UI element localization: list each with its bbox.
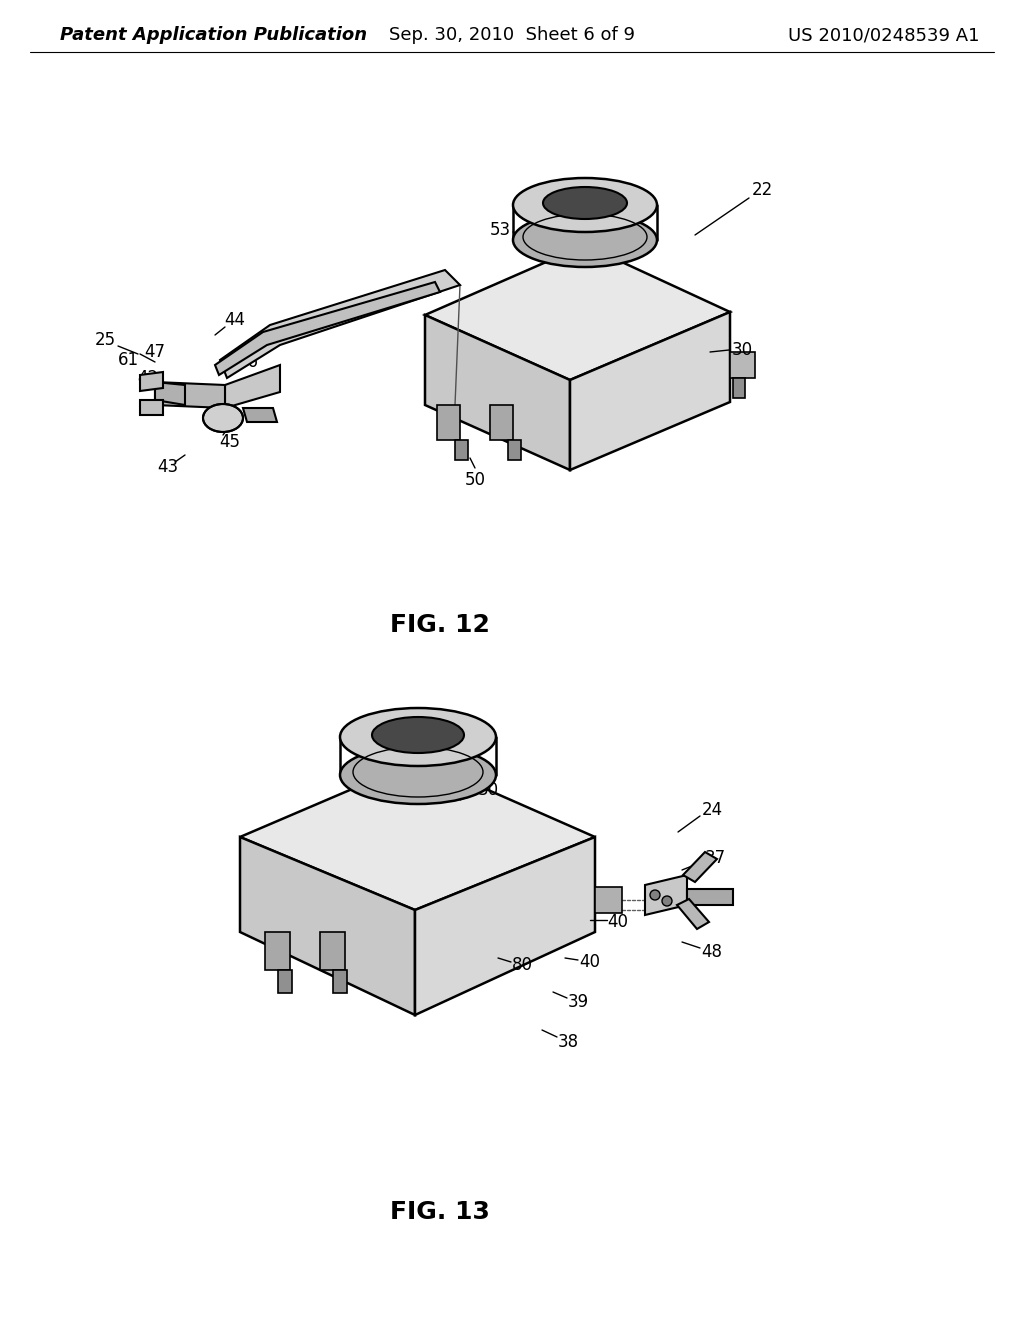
Text: 30: 30 [477,781,499,799]
Text: 61: 61 [118,351,138,370]
Polygon shape [733,378,745,399]
Polygon shape [155,381,185,405]
Polygon shape [319,932,345,970]
Ellipse shape [340,708,496,766]
Polygon shape [508,440,521,459]
Polygon shape [437,405,460,440]
Text: 24: 24 [701,801,723,818]
Polygon shape [570,312,730,470]
Polygon shape [677,899,709,929]
Text: 40: 40 [607,913,629,931]
Polygon shape [215,282,440,375]
Polygon shape [140,400,163,414]
Ellipse shape [340,746,496,804]
Polygon shape [425,315,570,470]
Polygon shape [220,271,460,378]
Text: 53: 53 [489,220,511,239]
Ellipse shape [513,213,657,267]
Text: 44: 44 [224,312,246,329]
Polygon shape [240,837,415,1015]
Ellipse shape [662,896,672,906]
Polygon shape [683,851,717,882]
Polygon shape [730,352,755,378]
Ellipse shape [513,178,657,232]
Polygon shape [225,366,280,408]
Text: 22: 22 [384,713,406,731]
Polygon shape [243,408,278,422]
Ellipse shape [203,404,243,432]
Polygon shape [155,381,225,408]
Polygon shape [490,405,513,440]
Text: 37: 37 [705,849,726,867]
Polygon shape [415,837,595,1015]
Text: 50: 50 [465,471,485,488]
Polygon shape [455,440,468,459]
Polygon shape [240,760,595,909]
Text: 38: 38 [557,1034,579,1051]
Text: 22: 22 [752,181,773,199]
Text: 25: 25 [94,331,116,348]
Text: 48: 48 [701,942,723,961]
Text: 45: 45 [219,433,241,451]
Text: 30: 30 [731,341,753,359]
Ellipse shape [372,717,464,752]
Text: FIG. 13: FIG. 13 [390,1200,489,1224]
Text: 43: 43 [158,458,178,477]
Text: Sep. 30, 2010  Sheet 6 of 9: Sep. 30, 2010 Sheet 6 of 9 [389,26,635,44]
Polygon shape [595,887,622,913]
Text: 46: 46 [238,352,258,371]
Ellipse shape [543,187,627,219]
Text: 80: 80 [512,956,532,974]
Polygon shape [278,970,292,993]
Text: FIG. 12: FIG. 12 [390,612,489,638]
Text: 47: 47 [144,343,166,360]
Ellipse shape [650,890,660,900]
Text: 39: 39 [567,993,589,1011]
Text: US 2010/0248539 A1: US 2010/0248539 A1 [788,26,980,44]
Polygon shape [333,970,347,993]
Text: Patent Application Publication: Patent Application Publication [60,26,368,44]
Polygon shape [425,246,730,380]
Polygon shape [140,372,163,391]
Text: 40: 40 [580,953,600,972]
Polygon shape [645,875,687,915]
Polygon shape [265,932,290,970]
Text: 42: 42 [137,370,159,387]
Polygon shape [687,888,733,906]
